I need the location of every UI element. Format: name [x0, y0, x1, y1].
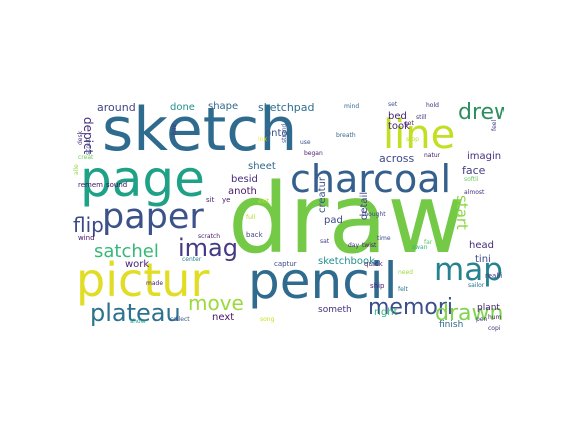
word-softli: softli [464, 176, 479, 183]
word-someth: someth [318, 305, 352, 315]
word-right: right [374, 307, 398, 318]
word-draw: draw [228, 163, 466, 275]
word-face: face [462, 164, 486, 177]
word-drew: drew [458, 100, 504, 125]
word-sound: sound [106, 181, 128, 189]
word-still: still [416, 114, 427, 121]
word-remem: remem [78, 181, 103, 189]
word-use: use [300, 139, 311, 146]
word-strand: strand [281, 123, 288, 143]
word-head: head [469, 240, 494, 251]
word-got: got [404, 120, 414, 127]
word-felt: felt [398, 286, 408, 293]
word-ship: ship [370, 282, 385, 290]
word-map: map [434, 252, 503, 288]
word-sit: sit [206, 196, 215, 204]
word-bed: bed [388, 111, 407, 122]
word-center: center [182, 256, 202, 263]
word-sheet: sheet [248, 161, 276, 172]
word-natur: natur [424, 152, 441, 159]
word-across: across [379, 152, 415, 165]
word-ye: ye [222, 196, 231, 204]
word-made: made [146, 280, 164, 287]
word-anoth: anoth [228, 186, 257, 197]
word-finish: finish [439, 320, 464, 330]
word-breath: breath [336, 132, 356, 139]
word-imagin: imagin [467, 151, 502, 162]
word-sailor: sailor [468, 282, 485, 289]
word-scout: scout [85, 138, 92, 155]
word-pen: pen [476, 316, 488, 323]
word-sketch: sketch [102, 95, 298, 165]
word-day: day [348, 242, 360, 249]
word-line: line [383, 112, 456, 158]
word-plateau: plateau [90, 299, 181, 327]
word-page: page [80, 150, 205, 208]
word-copi: copi [488, 325, 501, 332]
word-stop: stop [406, 136, 419, 143]
word-plant: plant [477, 303, 500, 313]
word-memori: memori [368, 295, 454, 320]
word-sat: sat [320, 238, 330, 245]
word-pencil: pencil [248, 252, 398, 310]
word-back: back [246, 231, 263, 239]
word-pad: pad [324, 215, 343, 226]
word-scratch: scratch [198, 233, 221, 240]
word-move: move [188, 291, 244, 315]
word-tini: tini [475, 254, 491, 265]
word-satchel: satchel [94, 241, 159, 262]
word-imag: imag [178, 234, 238, 262]
word-besid: besid [231, 174, 258, 185]
word-collect: collect [170, 316, 190, 323]
word-hair: hair [171, 123, 178, 135]
word-full: full [246, 214, 256, 221]
word-time: time [377, 235, 391, 242]
word-ink: ink [258, 136, 267, 143]
word-work: work [125, 259, 150, 270]
word-began: began [304, 150, 323, 157]
word-set: set [388, 101, 398, 108]
word-shape: shape [208, 101, 239, 112]
word-realli: realli [485, 272, 503, 280]
word-creatur: creatur [317, 176, 328, 213]
word-wind: wind [78, 234, 95, 242]
word-show: show [130, 318, 146, 325]
word-far: far [424, 239, 433, 246]
word-done: done [170, 102, 195, 113]
word-next: next [212, 312, 235, 323]
word-creat: creat [78, 154, 94, 161]
word-cloud: sketch draw page pencil pictur line char… [72, 95, 504, 337]
word-charcoal: charcoal [290, 157, 452, 201]
word-flip: flip [73, 213, 104, 237]
word-feel: feel [491, 119, 498, 131]
word-drawn: drawn [435, 301, 504, 326]
word-start: start [453, 195, 471, 230]
word-hum: hum [488, 314, 502, 321]
word-onto: onto [265, 128, 288, 139]
word-paper: paper [102, 197, 204, 237]
word-song: song [260, 316, 275, 323]
word-twist: twist [362, 242, 377, 249]
word-exit: exit [258, 198, 270, 205]
word-hold: hold [426, 102, 439, 109]
word-need: need [398, 269, 413, 276]
word-thought: thought [362, 211, 386, 218]
word-pictur: pictur [76, 253, 210, 307]
word-mind: mind [344, 103, 360, 110]
word-around: around [97, 101, 136, 114]
word-captur: captur [274, 260, 297, 268]
word-took: took [388, 121, 410, 132]
word-almost: almost [464, 189, 485, 196]
word-desk: desk [77, 130, 84, 145]
word-sketchbook: sketchbook [318, 256, 375, 267]
word-alle: alle [73, 164, 80, 175]
word-quick: quick [364, 260, 383, 268]
word-swan: swan [412, 244, 428, 251]
word-sketchpad: sketchpad [258, 101, 315, 114]
